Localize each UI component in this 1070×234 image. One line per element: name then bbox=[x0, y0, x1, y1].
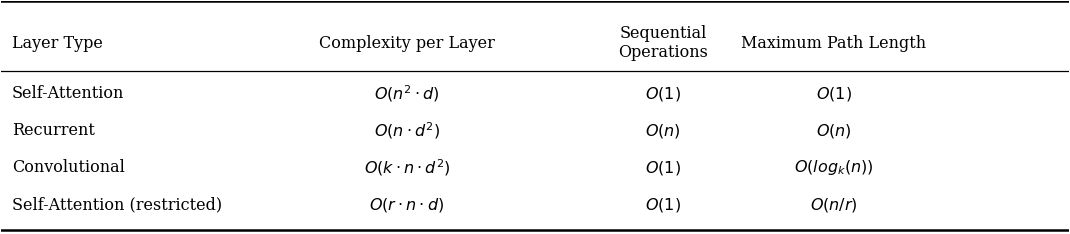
Text: $O(1)$: $O(1)$ bbox=[645, 196, 681, 214]
Text: $O(k \cdot n \cdot d^2)$: $O(k \cdot n \cdot d^2)$ bbox=[364, 157, 450, 178]
Text: Convolutional: Convolutional bbox=[12, 159, 125, 176]
Text: $O(1)$: $O(1)$ bbox=[645, 85, 681, 103]
Text: $O(n^2 \cdot d)$: $O(n^2 \cdot d)$ bbox=[374, 84, 440, 104]
Text: $O(n \cdot d^2)$: $O(n \cdot d^2)$ bbox=[373, 121, 440, 141]
Text: $O(n)$: $O(n)$ bbox=[816, 122, 852, 140]
Text: $O(n)$: $O(n)$ bbox=[645, 122, 681, 140]
Text: $O(log_k(n))$: $O(log_k(n))$ bbox=[794, 158, 874, 177]
Text: $O(1)$: $O(1)$ bbox=[815, 85, 852, 103]
Text: $O(1)$: $O(1)$ bbox=[645, 159, 681, 177]
Text: $O(r \cdot n \cdot d)$: $O(r \cdot n \cdot d)$ bbox=[369, 196, 444, 214]
Text: Sequential
Operations: Sequential Operations bbox=[618, 25, 708, 61]
Text: Maximum Path Length: Maximum Path Length bbox=[742, 34, 927, 51]
Text: Layer Type: Layer Type bbox=[12, 34, 103, 51]
Text: Recurrent: Recurrent bbox=[12, 122, 95, 139]
Text: Complexity per Layer: Complexity per Layer bbox=[319, 34, 494, 51]
Text: Self-Attention: Self-Attention bbox=[12, 85, 124, 102]
Text: $O(n/r)$: $O(n/r)$ bbox=[810, 196, 858, 214]
Text: Self-Attention (restricted): Self-Attention (restricted) bbox=[12, 196, 223, 213]
